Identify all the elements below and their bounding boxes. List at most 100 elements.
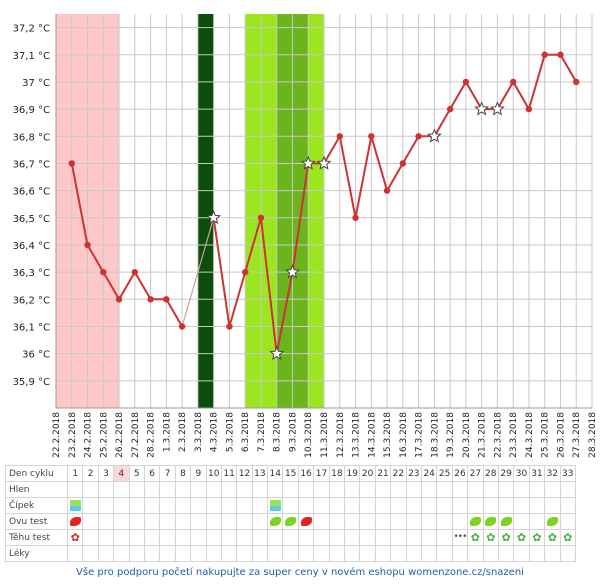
leky-cell[interactable] (328, 545, 346, 562)
hlen-cell[interactable] (113, 481, 130, 498)
cipek-cell[interactable] (374, 497, 392, 514)
leky-cell[interactable] (282, 545, 299, 562)
cipek-cell[interactable] (82, 497, 99, 514)
hlen-cell[interactable] (205, 481, 222, 498)
cycle-day-cell[interactable]: 9 (190, 465, 207, 482)
ovu-cell[interactable] (128, 513, 145, 530)
tehu-cell[interactable]: ••• (451, 529, 469, 546)
leky-cell[interactable] (174, 545, 192, 562)
cipek-cell[interactable] (390, 497, 407, 514)
cipek-cell[interactable] (297, 497, 315, 514)
tehu-cell[interactable] (190, 529, 207, 546)
cipek-cell[interactable] (313, 497, 330, 514)
cycle-day-cell[interactable]: 8 (174, 465, 192, 482)
tehu-cell[interactable] (420, 529, 438, 546)
ovu-cell[interactable] (467, 513, 484, 530)
hlen-cell[interactable] (420, 481, 438, 498)
tehu-cell[interactable]: ✿ (497, 529, 515, 546)
leky-cell[interactable] (236, 545, 253, 562)
leky-cell[interactable] (436, 545, 453, 562)
cipek-cell[interactable] (451, 497, 469, 514)
tehu-cell[interactable] (390, 529, 407, 546)
leky-cell[interactable] (97, 545, 115, 562)
cycle-day-cell[interactable]: 7 (159, 465, 176, 482)
ovu-cell[interactable] (513, 513, 530, 530)
tehu-cell[interactable]: ✿ (544, 529, 561, 546)
tehu-cell[interactable] (97, 529, 115, 546)
tehu-cell[interactable] (113, 529, 130, 546)
leky-cell[interactable] (467, 545, 484, 562)
cipek-cell[interactable] (159, 497, 176, 514)
ovu-cell[interactable] (313, 513, 330, 530)
leky-cell[interactable] (143, 545, 161, 562)
cipek-cell[interactable] (205, 497, 222, 514)
tehu-cell[interactable] (313, 529, 330, 546)
leky-cell[interactable] (113, 545, 130, 562)
cycle-day-cell[interactable]: 3 (97, 465, 115, 482)
hlen-cell[interactable] (451, 481, 469, 498)
tehu-cell[interactable] (267, 529, 284, 546)
tehu-cell[interactable] (344, 529, 361, 546)
cipek-cell[interactable] (436, 497, 453, 514)
hlen-cell[interactable] (513, 481, 530, 498)
cipek-cell[interactable] (528, 497, 546, 514)
hlen-cell[interactable] (236, 481, 253, 498)
hlen-cell[interactable] (528, 481, 546, 498)
leky-cell[interactable] (451, 545, 469, 562)
cipek-cell[interactable] (559, 497, 576, 514)
cycle-day-cell[interactable]: 12 (236, 465, 253, 482)
cycle-day-cell[interactable]: 24 (420, 465, 438, 482)
leky-cell[interactable] (359, 545, 376, 562)
leky-cell[interactable] (159, 545, 176, 562)
cipek-cell[interactable] (282, 497, 299, 514)
ovu-cell[interactable] (66, 513, 84, 530)
ovu-cell[interactable] (220, 513, 238, 530)
cycle-day-cell[interactable]: 27 (467, 465, 484, 482)
cycle-day-cell[interactable]: 13 (251, 465, 269, 482)
hlen-cell[interactable] (97, 481, 115, 498)
hlen-cell[interactable] (467, 481, 484, 498)
cycle-day-cell[interactable]: 32 (544, 465, 561, 482)
hlen-cell[interactable] (374, 481, 392, 498)
tehu-cell[interactable] (236, 529, 253, 546)
cipek-cell[interactable] (236, 497, 253, 514)
hlen-cell[interactable] (143, 481, 161, 498)
hlen-cell[interactable] (251, 481, 269, 498)
cycle-day-cell[interactable]: 31 (528, 465, 546, 482)
cipek-cell[interactable] (97, 497, 115, 514)
tehu-cell[interactable] (251, 529, 269, 546)
ovu-cell[interactable] (297, 513, 315, 530)
cycle-day-cell[interactable]: 15 (282, 465, 299, 482)
tehu-cell[interactable]: ✿ (66, 529, 84, 546)
ovu-cell[interactable] (390, 513, 407, 530)
leky-cell[interactable] (544, 545, 561, 562)
cipek-cell[interactable] (66, 497, 84, 514)
cipek-cell[interactable] (174, 497, 192, 514)
tehu-cell[interactable] (405, 529, 422, 546)
leky-cell[interactable] (528, 545, 546, 562)
ovu-cell[interactable] (344, 513, 361, 530)
ovu-cell[interactable] (544, 513, 561, 530)
tehu-cell[interactable] (143, 529, 161, 546)
cipek-cell[interactable] (220, 497, 238, 514)
ovu-cell[interactable] (497, 513, 515, 530)
cipek-cell[interactable] (113, 497, 130, 514)
hlen-cell[interactable] (405, 481, 422, 498)
tehu-cell[interactable] (159, 529, 176, 546)
leky-cell[interactable] (390, 545, 407, 562)
ovu-cell[interactable] (374, 513, 392, 530)
hlen-cell[interactable] (390, 481, 407, 498)
cycle-day-cell[interactable]: 17 (313, 465, 330, 482)
ovu-cell[interactable] (405, 513, 422, 530)
tehu-cell[interactable] (174, 529, 192, 546)
tehu-cell[interactable] (220, 529, 238, 546)
leky-cell[interactable] (82, 545, 99, 562)
ovu-cell[interactable] (205, 513, 222, 530)
cipek-cell[interactable] (544, 497, 561, 514)
tehu-cell[interactable] (282, 529, 299, 546)
hlen-cell[interactable] (82, 481, 99, 498)
cycle-day-cell[interactable]: 18 (328, 465, 346, 482)
cycle-day-cell[interactable]: 6 (143, 465, 161, 482)
cycle-day-cell[interactable]: 21 (374, 465, 392, 482)
cipek-cell[interactable] (267, 497, 284, 514)
